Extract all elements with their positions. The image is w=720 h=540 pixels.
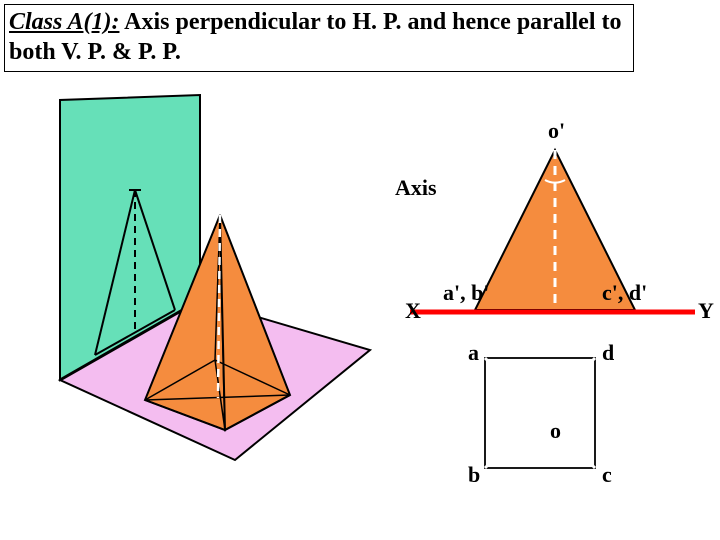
label-axis: Axis: [395, 175, 437, 201]
label-c: c: [602, 462, 612, 488]
label-o-prime: o': [548, 118, 565, 144]
label-a: a: [468, 340, 479, 366]
label-x: X: [405, 298, 421, 324]
projection-view: [0, 0, 720, 540]
label-y: Y: [698, 298, 714, 324]
top-view-square: [0, 0, 595, 468]
label-d: d: [602, 340, 614, 366]
label-b: b: [468, 462, 480, 488]
label-o: o: [550, 418, 561, 444]
label-ab-prime: a', b': [443, 280, 489, 306]
label-cd-prime: c', d': [602, 280, 647, 306]
